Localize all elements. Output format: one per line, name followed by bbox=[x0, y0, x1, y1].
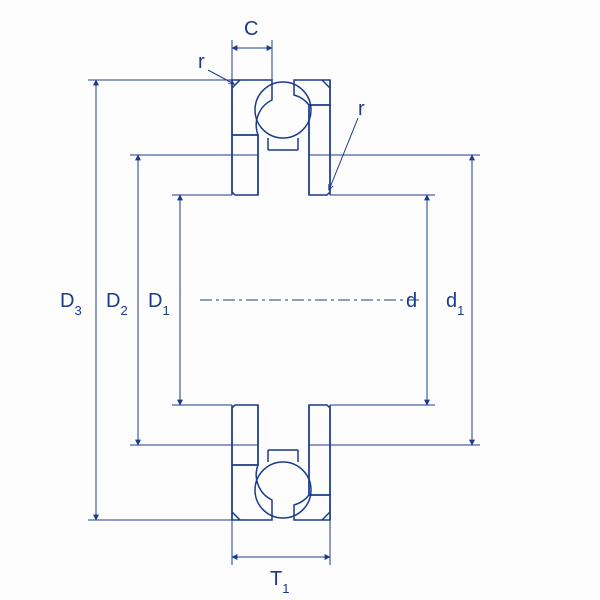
bottom-section bbox=[232, 405, 330, 520]
label-d1: d1 bbox=[446, 290, 464, 318]
label-D3: D3 bbox=[60, 290, 82, 318]
label-C: C bbox=[244, 18, 258, 40]
label-r-right: r bbox=[358, 98, 365, 120]
label-D1: D1 bbox=[148, 290, 170, 318]
dim-r-right bbox=[329, 118, 358, 190]
label-D2: D2 bbox=[106, 290, 128, 318]
label-d: d bbox=[406, 290, 417, 312]
dim-r-top bbox=[208, 70, 234, 84]
dim-T1 bbox=[232, 520, 330, 565]
label-r-top: r bbox=[198, 51, 205, 73]
dim-C bbox=[232, 40, 272, 80]
bearing-diagram: C r r D3 D2 D1 d d1 T1 bbox=[0, 0, 600, 600]
label-T1: T1 bbox=[270, 568, 289, 596]
top-section bbox=[232, 80, 330, 195]
